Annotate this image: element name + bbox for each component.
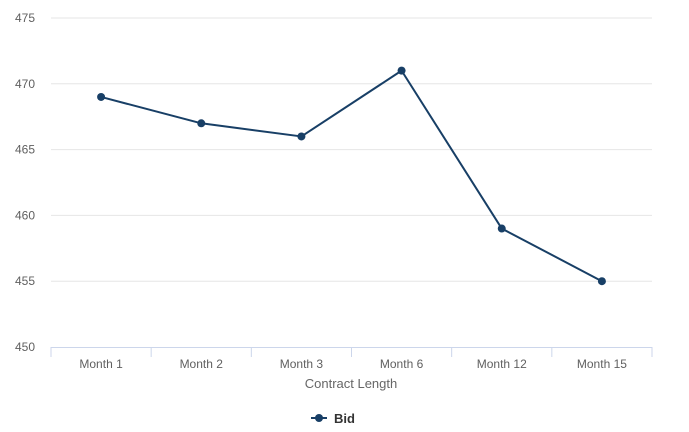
x-tick-label: Month 3 <box>280 357 324 371</box>
series-line <box>100 69 603 283</box>
y-tick-label: 455 <box>15 274 35 288</box>
x-tick-label: Month 15 <box>577 357 627 371</box>
series-bid[interactable] <box>97 66 606 286</box>
data-point[interactable] <box>397 66 406 75</box>
legend-marker-icon <box>315 414 323 422</box>
legend[interactable]: Bid <box>311 411 355 426</box>
y-tick-label: 460 <box>15 208 35 222</box>
x-tick-label: Month 12 <box>477 357 527 371</box>
data-point[interactable] <box>197 119 206 128</box>
gridlines <box>51 17 652 282</box>
y-tick-label: 475 <box>15 11 35 25</box>
data-point[interactable] <box>597 277 606 286</box>
x-tick-label: Month 6 <box>380 357 424 371</box>
y-tick-label: 470 <box>15 77 35 91</box>
y-axis-ticks: 450 455 460 465 470 475 <box>15 11 35 354</box>
legend-item-bid: Bid <box>334 411 355 426</box>
x-tick-label: Month 1 <box>79 357 123 371</box>
y-tick-label: 450 <box>15 340 35 354</box>
data-point[interactable] <box>297 132 306 141</box>
data-point[interactable] <box>497 224 506 233</box>
y-tick-label: 465 <box>15 143 35 157</box>
x-axis: Month 1 Month 2 Month 3 Month 6 Month 12 Mont… <box>50 347 653 371</box>
data-point[interactable] <box>97 92 106 101</box>
x-tick-label: Month 2 <box>180 357 224 371</box>
x-axis-title: Contract Length <box>305 376 398 391</box>
